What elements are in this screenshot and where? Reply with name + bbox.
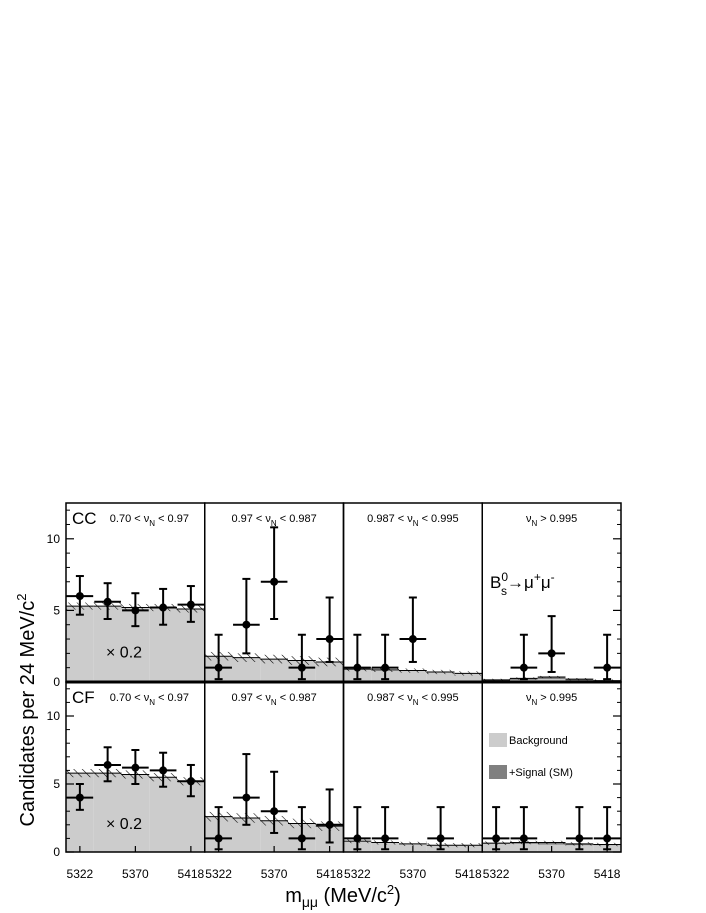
y-tick-label: 0: [53, 845, 60, 859]
x-tick-label: 5322: [344, 867, 371, 881]
data-point: [353, 663, 362, 672]
data-point: [408, 635, 417, 644]
x-tick-label: 5322: [67, 867, 94, 881]
data-point: [103, 760, 112, 769]
data-point: [186, 777, 195, 786]
data-point: [381, 834, 390, 843]
data-point: [186, 600, 195, 609]
cut-label: νN > 0.995: [526, 513, 577, 528]
y-tick-label: 10: [47, 709, 61, 723]
row-tag: CC: [72, 509, 97, 528]
data-point: [270, 807, 279, 816]
data-point: [353, 834, 362, 843]
data-point: [603, 663, 612, 672]
x-tick-label: 5370: [261, 867, 288, 881]
y-tick-label: 10: [47, 532, 61, 546]
data-point: [297, 663, 306, 672]
scale-label: × 0.2: [106, 816, 142, 833]
data-point: [214, 834, 223, 843]
decay-label: B0 s→μ+μ-: [490, 570, 555, 598]
chart-text: 0.70 < νN < 0.97 × 0.2 0.97 < νN < 0.987 0.…: [47, 509, 621, 881]
background-bar: [454, 673, 483, 682]
background-bar: [149, 777, 177, 852]
scale-label: × 0.2: [106, 645, 142, 662]
background-bar: [426, 671, 455, 682]
x-tick-label: 5370: [400, 867, 427, 881]
legend-label-background: Background: [509, 735, 568, 747]
x-axis-title: mμμ (MeV/c2): [285, 882, 401, 910]
background-bar: [93, 773, 122, 852]
panel-frames: [65, 502, 622, 853]
data-point: [297, 834, 306, 843]
background-bar: [66, 606, 94, 682]
cut-label: 0.987 < νN < 0.995: [367, 513, 458, 528]
y-tick-label: 5: [53, 603, 60, 617]
data-point: [75, 793, 84, 802]
x-tick-label: 5322: [483, 867, 510, 881]
data-point: [270, 577, 279, 586]
legend-swatch-signal: [489, 765, 507, 779]
y-tick-label: 5: [53, 777, 60, 791]
legend-label-signal: +Signal (SM): [509, 767, 573, 779]
x-tick-label: 5418: [594, 867, 621, 881]
x-tick-label: 5322: [205, 867, 232, 881]
legend-swatch-background: [489, 733, 507, 747]
cut-label: 0.97 < νN < 0.987: [231, 513, 316, 528]
row-tag: CF: [72, 688, 95, 707]
data-point: [75, 592, 84, 601]
data-point: [575, 834, 584, 843]
data-marks: [66, 526, 621, 851]
data-point: [436, 834, 445, 843]
x-tick-label: 5370: [538, 867, 565, 881]
data-point: [242, 793, 251, 802]
data-point: [325, 635, 334, 644]
data-point: [103, 597, 112, 606]
legend: Background +Signal (SM): [489, 733, 573, 779]
data-point: [547, 649, 556, 658]
data-point: [159, 766, 168, 775]
background-bar: [260, 659, 288, 682]
data-point: [519, 834, 528, 843]
data-point: [492, 834, 501, 843]
y-axis-title: Candidates per 24 MeV/c2: [14, 594, 39, 827]
cut-label: 0.97 < νN < 0.987: [231, 692, 316, 707]
x-tick-label: 5418: [316, 867, 343, 881]
data-point: [131, 763, 140, 772]
x-tick-label: 5370: [122, 867, 149, 881]
cut-label: 0.987 < νN < 0.995: [367, 692, 458, 707]
cut-label: 0.70 < νN < 0.97: [110, 513, 189, 528]
y-tick-label: 0: [53, 675, 60, 689]
cut-label: 0.70 < νN < 0.97: [110, 692, 189, 707]
data-point: [159, 603, 168, 612]
x-tick-label: 5418: [178, 867, 205, 881]
data-point: [131, 606, 140, 615]
data-point: [603, 834, 612, 843]
panel-frame: [342, 681, 483, 853]
background-bar: [315, 661, 344, 682]
data-point: [242, 620, 251, 629]
data-point: [519, 663, 528, 672]
data-point: [381, 663, 390, 672]
data-point: [214, 663, 223, 672]
data-point: [325, 820, 334, 829]
background-bar: [121, 774, 150, 852]
cut-label: νN > 0.995: [526, 692, 577, 707]
background-bar: [399, 670, 427, 682]
x-tick-label: 5418: [455, 867, 482, 881]
